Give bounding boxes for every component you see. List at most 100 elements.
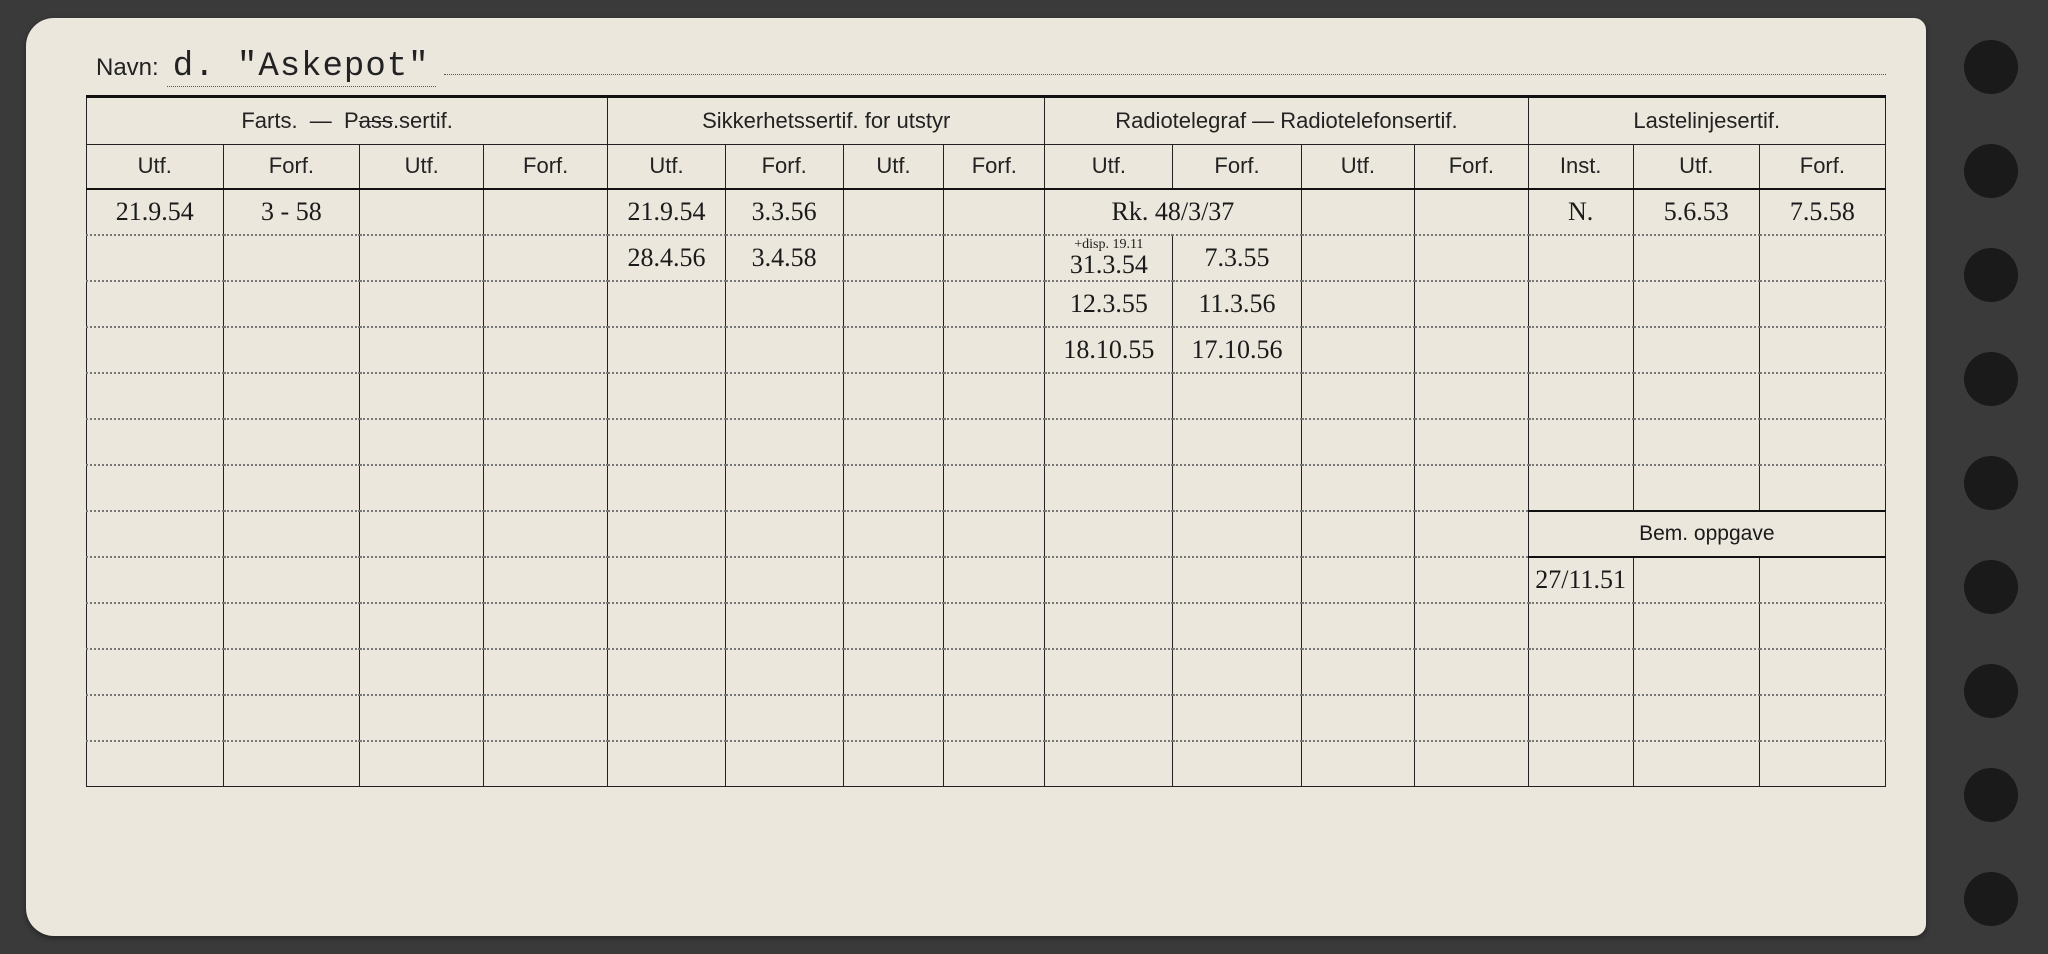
cell [944, 189, 1045, 235]
col-utf: Utf. [1633, 145, 1759, 189]
table-row [87, 695, 1886, 741]
cell [1301, 327, 1414, 373]
cell [1528, 327, 1633, 373]
cell: 17.10.56 [1173, 327, 1301, 373]
col-forf: Forf. [1759, 145, 1885, 189]
cell [843, 235, 944, 281]
cell [223, 327, 360, 373]
cell [944, 235, 1045, 281]
table-row [87, 373, 1886, 419]
cell: 7.3.55 [1173, 235, 1301, 281]
cell: 18.10.55 [1045, 327, 1173, 373]
cell: 28.4.56 [608, 235, 726, 281]
cell: N. [1528, 189, 1633, 235]
table-row [87, 465, 1886, 511]
col-utf: Utf. [608, 145, 726, 189]
cell [725, 281, 843, 327]
table-row: Bem. oppgave [87, 511, 1886, 557]
cell: 21.9.54 [608, 189, 726, 235]
col-utf: Utf. [87, 145, 224, 189]
certificate-table: Farts. — Pass.sertif. Sikkerhetssertif. … [86, 95, 1886, 787]
navn-underline [444, 74, 1886, 75]
cell: 3 - 58 [223, 189, 360, 235]
table-row [87, 741, 1886, 787]
cell [843, 281, 944, 327]
col-utf: Utf. [1301, 145, 1414, 189]
punch-hole [1964, 40, 2018, 94]
cell [484, 189, 608, 235]
cell: 11.3.56 [1173, 281, 1301, 327]
cell [725, 327, 843, 373]
table-row [87, 419, 1886, 465]
navn-row: Navn: d. "Askepot" [86, 48, 1886, 87]
header-group-row: Farts. — Pass.sertif. Sikkerhetssertif. … [87, 97, 1886, 145]
cell [1301, 189, 1414, 235]
cell [360, 281, 484, 327]
punch-hole [1964, 248, 2018, 302]
punch-hole [1964, 560, 2018, 614]
punch-hole [1964, 352, 2018, 406]
cell: 3.3.56 [725, 189, 843, 235]
col-forf: Forf. [944, 145, 1045, 189]
cell [360, 235, 484, 281]
table-row: 21.9.54 3 - 58 21.9.54 3.3.56 Rk. 48/3/3… [87, 189, 1886, 235]
cell [484, 281, 608, 327]
cell: 21.9.54 [87, 189, 224, 235]
col-forf: Forf. [1415, 145, 1529, 189]
col-group-radio: Radiotelegraf — Radiotelefonsertif. [1045, 97, 1528, 145]
cell [1415, 327, 1529, 373]
cell [1633, 281, 1759, 327]
table-row: 27/11.51 [87, 557, 1886, 603]
punch-hole [1964, 768, 2018, 822]
cell [484, 235, 608, 281]
col-utf: Utf. [843, 145, 944, 189]
cell [1415, 189, 1529, 235]
cell [843, 189, 944, 235]
cell [1759, 557, 1885, 603]
header-sub-row: Utf. Forf. Utf. Forf. Utf. Forf. Utf. Fo… [87, 145, 1886, 189]
navn-value: d. "Askepot" [167, 48, 436, 87]
cell [843, 327, 944, 373]
table-row [87, 603, 1886, 649]
cell [1301, 281, 1414, 327]
cell [1528, 235, 1633, 281]
cell [1759, 327, 1885, 373]
table-row: 18.10.55 17.10.56 [87, 327, 1886, 373]
col-group-sikker: Sikkerhetssertif. for utstyr [608, 97, 1045, 145]
navn-label: Navn: [96, 54, 159, 82]
cell: Rk. 48/3/37 [1045, 189, 1301, 235]
table-row: 12.3.55 11.3.56 [87, 281, 1886, 327]
cell: +disp. 19.1131.3.54 [1045, 235, 1173, 281]
punch-hole [1964, 144, 2018, 198]
cell: 5.6.53 [1633, 189, 1759, 235]
col-group-laste: Lastelinjesertif. [1528, 97, 1885, 145]
cell [1528, 281, 1633, 327]
cell [360, 189, 484, 235]
cell [1633, 557, 1759, 603]
col-group-farts: Farts. — Pass.sertif. [87, 97, 608, 145]
bem-oppgave-header: Bem. oppgave [1528, 511, 1885, 557]
punch-hole [1964, 664, 2018, 718]
punch-hole [1964, 872, 2018, 926]
col-forf: Forf. [223, 145, 360, 189]
col-utf: Utf. [1045, 145, 1173, 189]
cell: 12.3.55 [1045, 281, 1173, 327]
col-forf: Forf. [1173, 145, 1301, 189]
cell: 7.5.58 [1759, 189, 1885, 235]
cell [87, 235, 224, 281]
cell [484, 327, 608, 373]
cell [1633, 235, 1759, 281]
cell [944, 281, 1045, 327]
col-forf: Forf. [484, 145, 608, 189]
record-card: Navn: d. "Askepot" Farts. — Pass.sertif.… [26, 18, 1926, 936]
cell [223, 235, 360, 281]
cell [1759, 281, 1885, 327]
punch-holes [1964, 40, 2018, 926]
cell [360, 327, 484, 373]
cell [87, 281, 224, 327]
cell [608, 281, 726, 327]
punch-hole [1964, 456, 2018, 510]
cell [87, 327, 224, 373]
col-inst: Inst. [1528, 145, 1633, 189]
cell [944, 327, 1045, 373]
